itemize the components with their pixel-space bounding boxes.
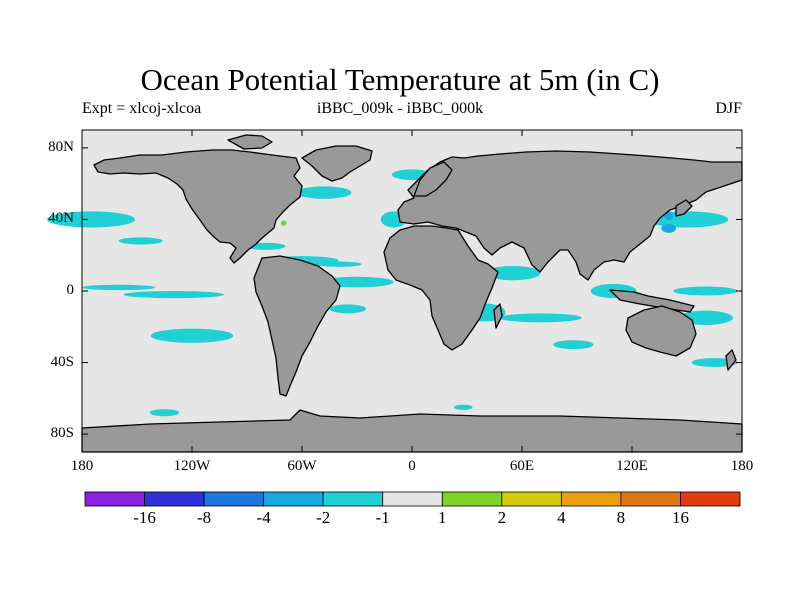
indonesia-land xyxy=(609,289,695,313)
anomaly-patch xyxy=(123,291,225,299)
anomaly-patch xyxy=(82,284,156,291)
anomaly-patch xyxy=(118,237,163,245)
colorbar-swatch xyxy=(620,491,681,507)
north-america-land xyxy=(93,149,303,264)
scandinavia-land xyxy=(413,161,453,197)
madagascar-land xyxy=(493,303,503,329)
canadian-archipelago-land xyxy=(227,134,273,150)
anomaly-patch xyxy=(149,409,180,417)
comparison-label: iBBC_009k - iBBC_000k xyxy=(316,100,484,117)
colorbar xyxy=(84,491,741,507)
colorbar-tick-label: -8 xyxy=(196,508,212,527)
australia-land xyxy=(625,305,697,357)
greenland-land xyxy=(301,145,373,182)
anomaly-patch xyxy=(661,223,677,233)
lon-tick-label: 180 xyxy=(70,458,94,474)
colorbar-swatch xyxy=(203,491,265,507)
anomaly-patch xyxy=(280,220,287,226)
lat-tick-label: 80N xyxy=(48,138,74,155)
colorbar-tick-label: -4 xyxy=(256,508,271,527)
colorbar-swatch xyxy=(441,491,503,507)
new-zealand-land xyxy=(725,349,737,371)
anomaly-patch xyxy=(499,313,582,323)
anomaly-patch xyxy=(553,340,594,350)
anomaly-patch xyxy=(485,265,541,281)
season-label: DJF xyxy=(715,100,742,117)
lon-tick-label: 180 xyxy=(730,458,754,474)
colorbar-swatch xyxy=(263,491,324,507)
colorbar-tick-label: 4 xyxy=(557,508,566,527)
colorbar-tick-label: 1 xyxy=(438,508,447,527)
anomaly-patch xyxy=(296,186,352,199)
experiment-label: Expt = xlcoj-xlcoa xyxy=(82,100,202,117)
japan-land xyxy=(675,199,693,217)
south-america-land xyxy=(253,255,341,397)
lat-tick-label: 80S xyxy=(50,425,74,442)
lon-tick-label: 60E xyxy=(509,458,535,474)
land-layer xyxy=(81,134,743,453)
colorbar-tick-label: 8 xyxy=(616,508,626,527)
colorbar-tick-label: 16 xyxy=(671,508,689,527)
lat-tick-label: 0 xyxy=(66,282,75,298)
anomaly-patch xyxy=(691,358,738,368)
anomaly-patch xyxy=(673,286,738,296)
lat-tick-label: 40S xyxy=(50,353,74,370)
tick-marks xyxy=(81,130,743,452)
lon-tick-label: 120E xyxy=(616,458,648,474)
colorbar-swatch xyxy=(560,491,622,507)
lat-tick-label: 40N xyxy=(48,210,74,227)
anomaly-patch xyxy=(454,404,473,410)
lon-tick-label: 120W xyxy=(173,458,211,474)
colorbar-swatch xyxy=(501,491,562,507)
colorbar-swatch xyxy=(322,491,384,507)
colorbar-swatch xyxy=(382,491,443,507)
colorbar-swatch xyxy=(144,491,205,507)
anomaly-patch xyxy=(47,211,136,228)
colorbar-tick-label: 2 xyxy=(497,508,507,527)
lon-tick-label: 60W xyxy=(287,458,317,474)
anomaly-patch xyxy=(329,304,367,314)
eurasia-land xyxy=(397,150,743,281)
colorbar-tick-label: -16 xyxy=(133,508,156,527)
lon-tick-label: 0 xyxy=(408,458,416,474)
anomaly-patch xyxy=(150,328,234,343)
colorbar-swatch xyxy=(680,491,741,507)
map-title: Ocean Potential Temperature at 5m (in C) xyxy=(140,62,660,97)
africa-land xyxy=(383,225,499,351)
anomaly-patch xyxy=(315,261,362,267)
colorbar-tick-label: -1 xyxy=(375,508,390,527)
anomaly-layer xyxy=(47,155,738,417)
colorbar-tick-label: -2 xyxy=(316,508,331,527)
colorbar-swatch xyxy=(84,491,145,507)
